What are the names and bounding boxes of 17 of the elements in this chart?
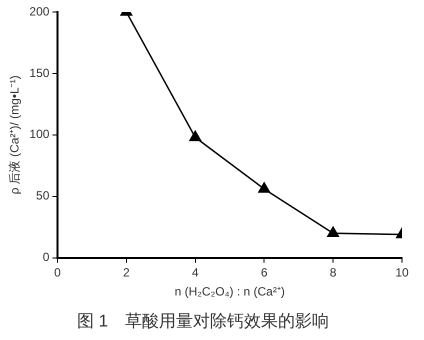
point [189, 130, 202, 142]
y-tick-label: 100 [29, 127, 50, 142]
x-tick-label: 2 [122, 265, 130, 280]
y-tick-label: 50 [36, 188, 50, 203]
x-tick-label: 0 [54, 265, 62, 280]
x-tick-label: 8 [330, 265, 337, 280]
text: 图 1 草酸用量对除钙效果的影响 [76, 311, 330, 330]
point [258, 182, 270, 193]
x-tick-label: 10 [395, 265, 409, 280]
y-tick-label: 200 [29, 4, 50, 18]
y-axis-title: ρ 后液 (Ca²⁺)/ (mg•L⁻¹) [8, 75, 22, 194]
point [327, 226, 340, 237]
y-tick-label: 0 [42, 250, 50, 264]
y-tick-label: 150 [29, 66, 50, 80]
x-tick-label: 6 [260, 265, 268, 280]
x-axis-title: n (H₂C₂O₄) : n (Ca²⁺) [174, 284, 285, 299]
x-tick-label: 4 [192, 265, 199, 280]
